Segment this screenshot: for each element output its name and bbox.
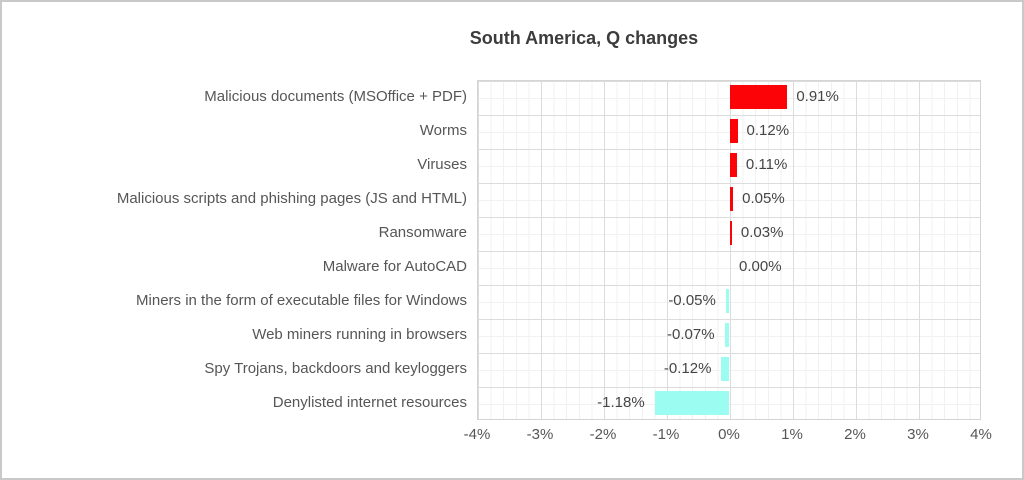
bar-negative (654, 391, 729, 415)
chart-row: Malware for AutoCAD 0.00% (2, 250, 1022, 284)
bars-layer: Malicious documents (MSOffice + PDF) 0.91… (2, 80, 1022, 420)
chart-row: Denylisted internet resources -1.18% (2, 386, 1022, 420)
x-axis-tick-label: -3% (526, 426, 554, 443)
value-label: 0.00% (739, 258, 782, 275)
value-label: -1.18% (597, 394, 645, 411)
chart-row: Viruses 0.11% (2, 148, 1022, 182)
value-label: 0.12% (746, 122, 790, 139)
value-label: -0.05% (668, 292, 716, 309)
bar-positive (730, 187, 734, 211)
x-axis-tick-label: 3% (907, 426, 929, 443)
bar-positive (730, 85, 788, 109)
value-label: -0.07% (667, 326, 715, 343)
x-axis-tick-label: 0% (718, 426, 740, 443)
category-label: Web miners running in browsers (252, 326, 467, 343)
bar-negative (724, 323, 729, 347)
chart-row: Worms 0.12% (2, 114, 1022, 148)
bar-positive (730, 153, 737, 177)
chart-row: Ransomware 0.03% (2, 216, 1022, 250)
value-label: 0.91% (796, 88, 839, 105)
category-label: Denylisted internet resources (272, 394, 467, 411)
x-axis-tick-label: 1% (781, 426, 803, 443)
category-label: Miners in the form of executable files f… (136, 292, 467, 309)
category-label: Malicious documents (MSOffice + PDF) (204, 88, 467, 105)
x-axis-tick-label: -4% (463, 426, 491, 443)
x-axis-tick-label: 4% (970, 426, 992, 443)
chart-row: Spy Trojans, backdoors and keyloggers -0.… (2, 352, 1022, 386)
value-label: 0.03% (740, 224, 784, 241)
bar-positive (730, 119, 738, 143)
chart-row: Malicious scripts and phishing pages (JS… (2, 182, 1022, 216)
plot-area (477, 80, 981, 420)
bar-negative (725, 289, 729, 313)
bar-positive (730, 221, 732, 245)
chart-title: South America, Q changes (469, 28, 699, 48)
value-label: 0.05% (742, 190, 785, 207)
category-label: Viruses (417, 156, 467, 173)
bar-negative (721, 357, 729, 381)
x-axis: -4% -3% -2% -1% 0% 1% 2% 3% 4% (2, 426, 1022, 452)
category-label: Worms (419, 122, 467, 139)
category-label: Spy Trojans, backdoors and keyloggers (204, 360, 467, 377)
category-label: Ransomware (378, 224, 467, 241)
x-axis-tick-label: 2% (844, 426, 866, 443)
value-label: 0.11% (745, 156, 788, 173)
category-label: Malware for AutoCAD (322, 258, 467, 275)
value-label: -0.12% (663, 360, 712, 377)
chart-row: Web miners running in browsers -0.07% (2, 318, 1022, 352)
category-label: Malicious scripts and phishing pages (JS… (116, 190, 467, 207)
x-axis-tick-label: -2% (589, 426, 617, 443)
chart-row: Malicious documents (MSOffice + PDF) 0.91… (2, 80, 1022, 114)
x-axis-tick-label: -1% (652, 426, 680, 443)
chart-row: Miners in the form of executable files f… (2, 284, 1022, 318)
